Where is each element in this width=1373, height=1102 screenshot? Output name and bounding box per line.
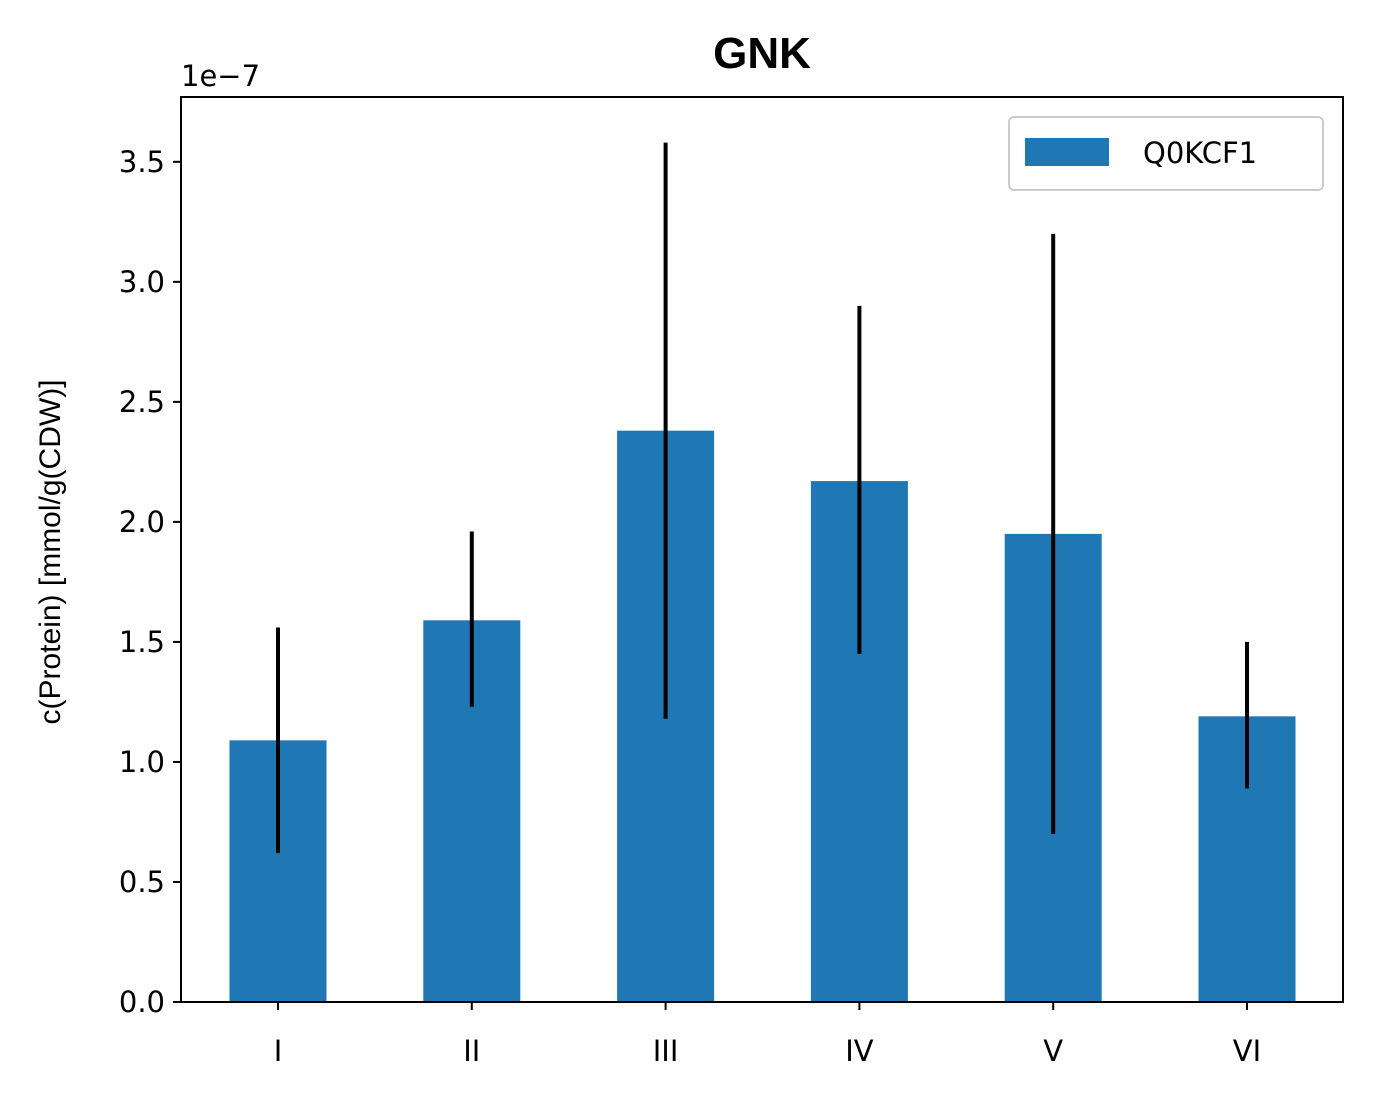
x-tick-label: I: [274, 1034, 283, 1068]
x-tick-label: V: [1043, 1034, 1063, 1068]
y-tick-label: 1.0: [119, 745, 165, 779]
legend-box: [1008, 116, 1324, 191]
y-tick-label: 1.5: [119, 625, 165, 659]
x-tick-label: III: [653, 1034, 679, 1068]
y-tick-label: 2.5: [119, 385, 165, 419]
legend-swatch: [1025, 138, 1109, 166]
y-tick-label: 0.0: [119, 985, 165, 1019]
y-axis-ticks: 0.0 0.5 1.0 1.5 2.0 2.5 3.0 3.5: [119, 145, 181, 1019]
y-offset-text: 1e−7: [181, 59, 260, 93]
x-axis-ticks: I II III IV V VI: [274, 1002, 1261, 1068]
chart-title: GNK: [713, 29, 811, 78]
y-tick-label: 2.0: [119, 505, 165, 539]
bars-layer: [229, 430, 1296, 1003]
y-tick-label: 0.5: [119, 865, 165, 899]
legend: Q0KCF1: [1008, 116, 1324, 191]
x-tick-label: VI: [1233, 1034, 1261, 1068]
plot-frame: [180, 96, 1344, 1003]
y-axis-label: c(Protein) [mmol/g(CDW)]: [34, 379, 67, 724]
error-bars-layer: [276, 142, 1249, 854]
legend-label: Q0KCF1: [1143, 136, 1257, 170]
y-tick-label: 3.0: [119, 265, 165, 299]
y-tick-label: 3.5: [119, 145, 165, 179]
x-tick-label: II: [463, 1034, 480, 1068]
x-tick-label: IV: [845, 1034, 874, 1068]
